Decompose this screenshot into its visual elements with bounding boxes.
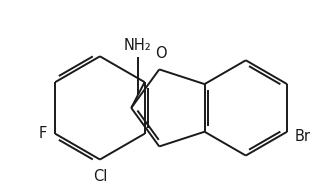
Text: O: O (155, 46, 167, 61)
Text: F: F (39, 126, 47, 141)
Text: NH₂: NH₂ (124, 38, 152, 53)
Text: Cl: Cl (93, 169, 107, 184)
Text: Br: Br (295, 129, 311, 144)
